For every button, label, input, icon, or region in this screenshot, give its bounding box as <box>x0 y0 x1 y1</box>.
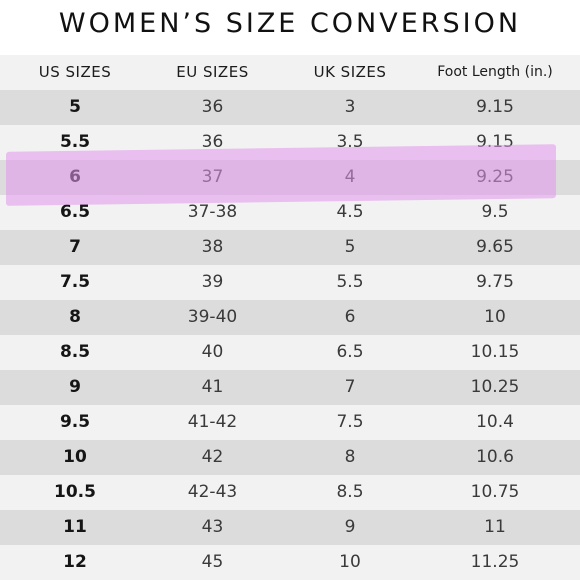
foot-length-cell: 9.65 <box>476 237 514 257</box>
uk-size-cell: 6.5 <box>336 342 364 362</box>
table-row: 11 43 9 11 <box>0 510 580 545</box>
uk-size-cell: 3 <box>344 97 356 117</box>
us-size-cell: 12 <box>63 552 87 572</box>
table-row: 10.5 42-43 8.5 10.75 <box>0 475 580 510</box>
foot-length-cell: 11 <box>484 517 506 537</box>
table-row: 5 36 3 9.15 <box>0 90 580 125</box>
us-size-cell: 7.5 <box>59 272 91 292</box>
foot-length-cell: 10.4 <box>476 412 514 432</box>
table-row: 7 38 5 9.65 <box>0 230 580 265</box>
uk-size-cell: 7.5 <box>336 412 364 432</box>
eu-size-cell: 42 <box>201 447 224 467</box>
uk-size-cell: 4 <box>344 167 356 187</box>
eu-size-cell: 43 <box>201 517 224 537</box>
header-foot-length: Foot Length (in.) <box>437 64 553 80</box>
us-size-cell: 8.5 <box>59 342 91 362</box>
eu-size-cell: 41 <box>201 377 224 397</box>
us-size-cell: 5 <box>69 97 81 117</box>
eu-size-cell: 37-38 <box>187 202 238 222</box>
table-header-row: US SIZES EU SIZES UK SIZES Foot Length (… <box>0 55 580 90</box>
foot-length-cell: 9.15 <box>476 97 514 117</box>
foot-length-cell: 10 <box>484 307 506 327</box>
table-row: 9.5 41-42 7.5 10.4 <box>0 405 580 440</box>
eu-size-cell: 37 <box>201 167 224 187</box>
table-row: 12 45 10 11.25 <box>0 545 580 580</box>
header-eu-sizes: EU SIZES <box>176 63 249 81</box>
us-size-cell: 10 <box>63 447 87 467</box>
eu-size-cell: 36 <box>201 97 224 117</box>
size-conversion-table: US SIZES EU SIZES UK SIZES Foot Length (… <box>0 55 580 580</box>
us-size-cell: 6 <box>69 167 81 187</box>
table-row: 10 42 8 10.6 <box>0 440 580 475</box>
uk-size-cell: 3.5 <box>336 132 364 152</box>
us-size-cell: 8 <box>69 307 81 327</box>
table-row: 8 39-40 6 10 <box>0 300 580 335</box>
foot-length-cell: 10.15 <box>470 342 520 362</box>
us-size-cell: 10.5 <box>54 482 96 502</box>
uk-size-cell: 5.5 <box>336 272 364 292</box>
eu-size-cell: 41-42 <box>187 412 238 432</box>
us-size-cell: 6.5 <box>59 202 91 222</box>
eu-size-cell: 39 <box>201 272 224 292</box>
eu-size-cell: 38 <box>201 237 224 257</box>
foot-length-cell: 9.15 <box>476 132 514 152</box>
foot-length-cell: 10.75 <box>470 482 520 502</box>
us-size-cell: 7 <box>69 237 81 257</box>
table-row: 6.5 37-38 4.5 9.5 <box>0 195 580 230</box>
uk-size-cell: 5 <box>344 237 356 257</box>
uk-size-cell: 9 <box>344 517 356 537</box>
page-title: WOMEN’S SIZE CONVERSION <box>58 8 522 39</box>
uk-size-cell: 4.5 <box>336 202 364 222</box>
foot-length-cell: 9.5 <box>481 202 509 222</box>
foot-length-cell: 11.25 <box>470 552 520 572</box>
uk-size-cell: 7 <box>344 377 356 397</box>
header-uk-sizes: UK SIZES <box>313 63 387 81</box>
table-row: 9 41 7 10.25 <box>0 370 580 405</box>
uk-size-cell: 8 <box>344 447 356 467</box>
eu-size-cell: 40 <box>201 342 224 362</box>
foot-length-cell: 9.25 <box>476 167 514 187</box>
foot-length-cell: 10.25 <box>470 377 520 397</box>
us-size-cell: 9 <box>69 377 81 397</box>
eu-size-cell: 36 <box>201 132 224 152</box>
eu-size-cell: 45 <box>201 552 224 572</box>
eu-size-cell: 39-40 <box>187 307 238 327</box>
us-size-cell: 11 <box>63 517 87 537</box>
uk-size-cell: 6 <box>344 307 356 327</box>
us-size-cell: 9.5 <box>59 412 91 432</box>
table-body: 5 36 3 9.15 5.5 36 3.5 9.15 6 37 4 9.25 6.5 37-38 4.5 9… <box>0 90 580 580</box>
table-row: 8.5 40 6.5 10.15 <box>0 335 580 370</box>
uk-size-cell: 8.5 <box>336 482 364 502</box>
uk-size-cell: 10 <box>339 552 361 572</box>
foot-length-cell: 10.6 <box>476 447 514 467</box>
header-us-sizes: US SIZES <box>38 63 112 81</box>
foot-length-cell: 9.75 <box>476 272 514 292</box>
table-row: 6 37 4 9.25 <box>0 160 580 195</box>
us-size-cell: 5.5 <box>59 132 91 152</box>
eu-size-cell: 42-43 <box>187 482 238 502</box>
table-row: 7.5 39 5.5 9.75 <box>0 265 580 300</box>
table-row: 5.5 36 3.5 9.15 <box>0 125 580 160</box>
